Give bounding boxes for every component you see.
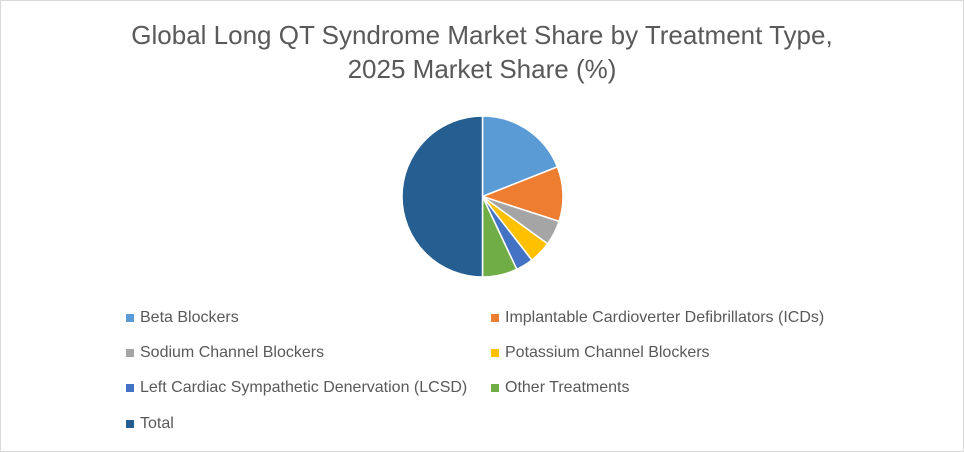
legend-swatch bbox=[491, 314, 499, 322]
legend-swatch bbox=[126, 349, 134, 357]
chart-title-line-1: Global Long QT Syndrome Market Share by … bbox=[131, 20, 833, 50]
legend-label: Beta Blockers bbox=[140, 309, 239, 326]
legend-swatch bbox=[126, 384, 134, 392]
legend-label: Sodium Channel Blockers bbox=[140, 344, 325, 361]
legend-item-beta-blockers: Beta Blockers bbox=[126, 308, 239, 328]
legend-swatch bbox=[126, 420, 134, 428]
legend-label: Left Cardiac Sympathetic Denervation (LC… bbox=[140, 379, 468, 396]
legend-item-implantable-cardioverter-defibrillators-icds: Implantable Cardioverter Defibrillators … bbox=[491, 308, 824, 328]
pie-slice-total bbox=[401, 115, 484, 278]
legend-label: Other Treatments bbox=[505, 379, 630, 396]
legend-swatch bbox=[491, 384, 499, 392]
legend-item-other-treatments: Other Treatments bbox=[491, 378, 630, 398]
legend-swatch bbox=[126, 314, 134, 322]
legend-label: Potassium Channel Blockers bbox=[505, 344, 710, 361]
chart-title-line-2: 2025 Market Share (%) bbox=[347, 54, 617, 84]
legend-label: Implantable Cardioverter Defibrillators … bbox=[505, 309, 825, 326]
legend-swatch bbox=[491, 349, 499, 357]
pie-slice-beta-blockers bbox=[481, 115, 559, 198]
legend-item-left-cardiac-sympathetic-denervation-lcsd: Left Cardiac Sympathetic Denervation (LC… bbox=[126, 378, 467, 398]
chart-title: Global Long QT Syndrome Market Share by … bbox=[0, 18, 964, 86]
legend-item-total: Total bbox=[126, 414, 174, 434]
legend-label: Total bbox=[140, 415, 174, 432]
legend-item-potassium-channel-blockers: Potassium Channel Blockers bbox=[491, 343, 710, 363]
legend-item-sodium-channel-blockers: Sodium Channel Blockers bbox=[126, 343, 324, 363]
